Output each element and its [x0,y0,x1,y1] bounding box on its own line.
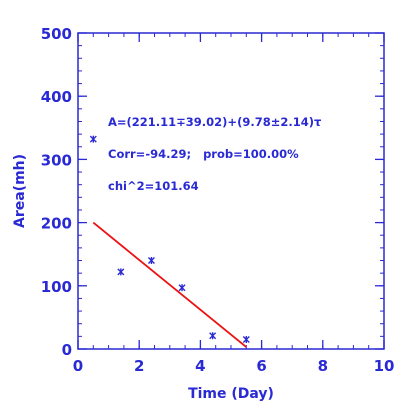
y-tick-label: 500 [41,25,72,43]
data-point [89,135,97,143]
data-point [147,257,155,265]
y-axis-ticks: 0 100 200 300 400 500 [41,25,384,359]
x-axis-ticks: 0 2 4 6 8 10 [73,33,395,375]
x-tick-label: 2 [134,357,144,375]
x-tick-label: 10 [374,357,395,375]
data-points [89,135,250,344]
y-tick-label: 400 [41,88,72,106]
data-point [117,268,125,276]
data-point [178,284,186,292]
data-point [209,332,217,340]
y-tick-label: 300 [41,151,72,169]
fit-line [92,221,247,348]
annotation-chi-square: chi^2=101.64 [108,179,199,193]
x-tick-label: 0 [73,357,83,375]
x-tick-label: 8 [318,357,328,375]
x-axis-label: Time (Day) [188,386,274,402]
y-tick-label: 200 [41,215,72,233]
x-tick-label: 6 [256,357,266,375]
data-point [242,336,250,344]
y-axis-label: Area(mh) [12,154,28,228]
y-tick-label: 100 [41,278,72,296]
y-tick-label: 0 [62,341,72,359]
x-tick-label: 4 [195,357,205,375]
annotation-correlation: Corr=-94.29; prob=100.00% [108,147,299,161]
annotation-fit-equation: A=(221.11∓39.02)+(9.78±2.14)τ [108,115,322,129]
